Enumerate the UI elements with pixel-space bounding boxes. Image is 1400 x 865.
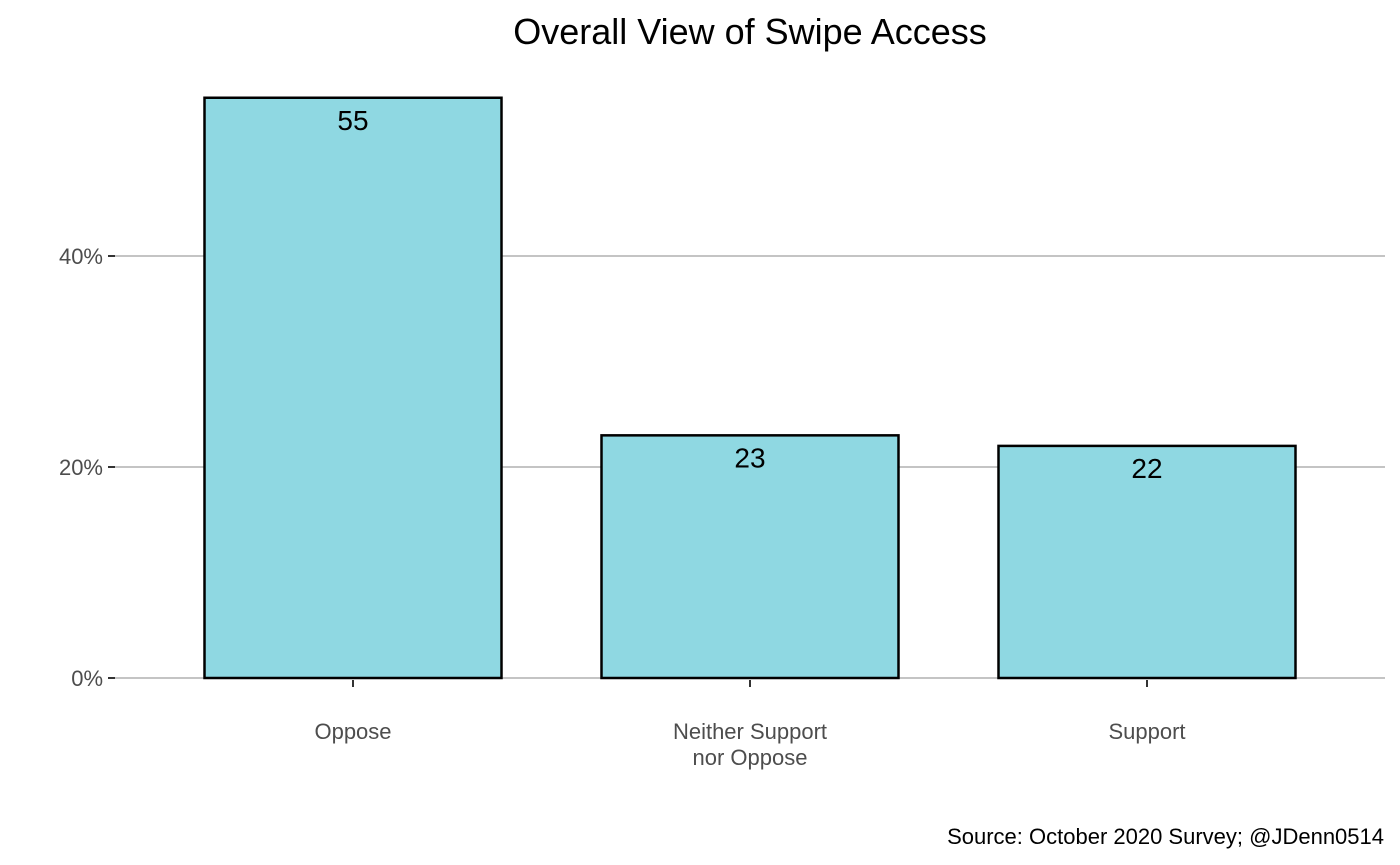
x-category-label: nor Oppose — [693, 745, 808, 770]
bar — [997, 444, 1297, 680]
x-category-label: Oppose — [314, 719, 391, 744]
bar-value-label: 23 — [734, 442, 765, 473]
bars: 55 23 22 — [203, 96, 1297, 680]
y-axis: 0% 20% 40% — [59, 244, 115, 691]
y-tick-label: 40% — [59, 244, 103, 269]
x-category-label: Neither Support — [673, 719, 827, 744]
bar — [203, 96, 503, 680]
chart-title: Overall View of Swipe Access — [513, 11, 987, 52]
y-tick-label: 0% — [71, 666, 103, 691]
bar-value-label: 55 — [337, 105, 368, 136]
y-tick-label: 20% — [59, 455, 103, 480]
chart-caption: Source: October 2020 Survey; @JDenn0514 — [947, 824, 1384, 849]
bar-value-label: 22 — [1131, 453, 1162, 484]
bar — [600, 434, 900, 680]
x-category-label: Support — [1108, 719, 1185, 744]
